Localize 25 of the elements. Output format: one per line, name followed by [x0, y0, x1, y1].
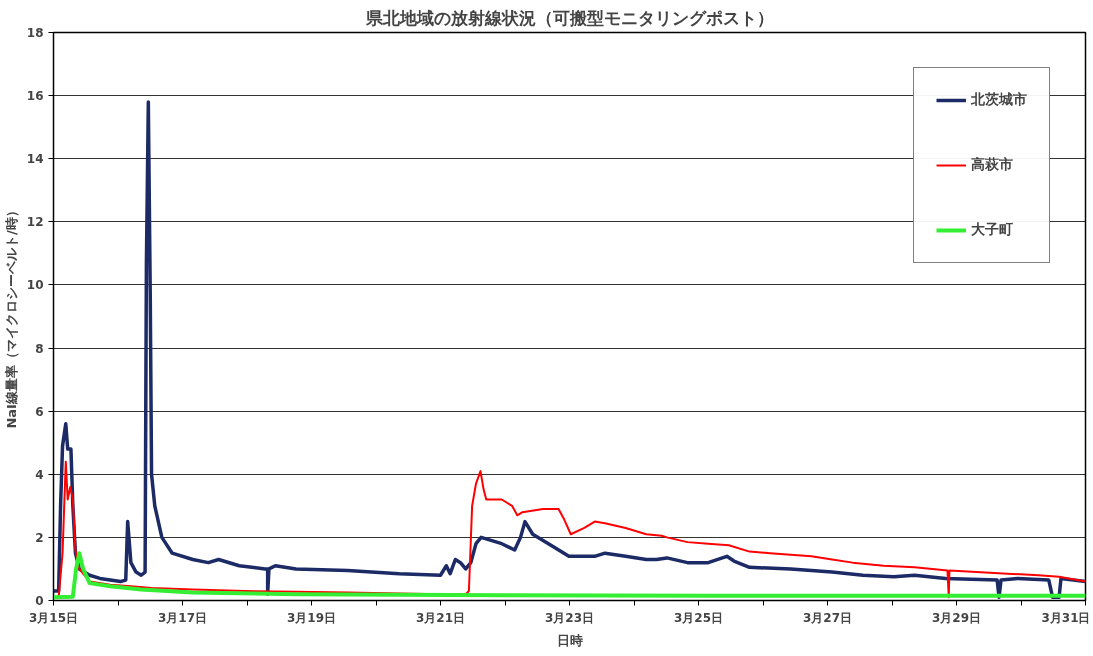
- x-tick-label: 3月25日: [673, 610, 724, 625]
- x-tick-label: 3月29日: [931, 610, 982, 625]
- y-tick-label: 6: [35, 404, 44, 419]
- chart-title: 県北地域の放射線状況（可搬型モニタリングポスト）: [364, 7, 774, 28]
- y-tick-label: 12: [26, 215, 44, 230]
- x-tick-label: 3月17日: [157, 610, 208, 625]
- x-tick-label: 3月21日: [415, 610, 466, 625]
- x-tick-label: 3月27日: [802, 610, 853, 625]
- x-tick-label: 3月15日: [28, 610, 79, 625]
- y-tick-label: 4: [35, 467, 44, 482]
- x-axis-title: 日時: [556, 632, 583, 648]
- x-tick-label: 3月23日: [544, 610, 595, 625]
- x-tick-label: 3月31日: [1041, 610, 1091, 625]
- y-tick-label: 14: [26, 152, 44, 167]
- y-tick-label: 8: [35, 341, 44, 356]
- y-tick-label: 16: [26, 89, 44, 104]
- legend-label: 北茨城市: [971, 91, 1027, 109]
- y-tick-label: 2: [35, 530, 44, 545]
- x-tick-label: 3月19日: [286, 610, 337, 625]
- y-tick-label: 10: [26, 278, 44, 293]
- y-tick-label: 0: [35, 594, 44, 608]
- legend-label: 高萩市: [971, 156, 1013, 174]
- legend-label: 大子町: [971, 221, 1013, 239]
- y-axis-title: NaI線量率（マイクロシーベルト/時）: [3, 204, 19, 429]
- y-tick-label: 18: [26, 26, 44, 40]
